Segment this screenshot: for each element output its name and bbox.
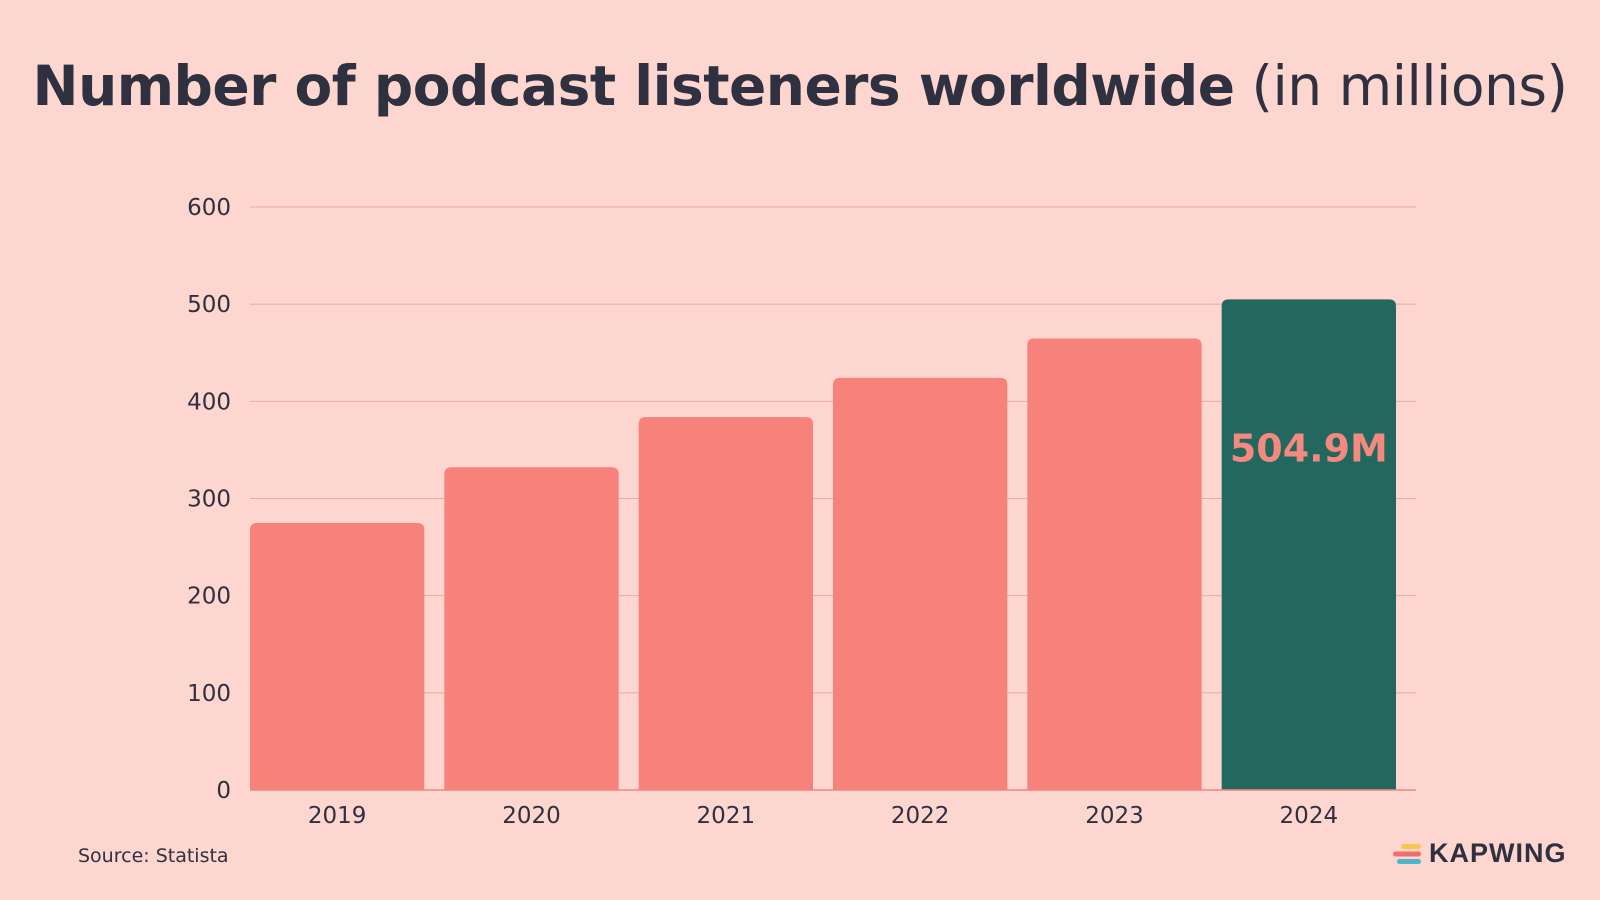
- brand-name: KAPWING: [1429, 838, 1567, 868]
- bar-2020: [444, 467, 619, 790]
- x-tick-label: 2024: [1280, 803, 1339, 829]
- x-tick-label: 2019: [308, 803, 367, 829]
- source-note: Source: Statista: [78, 845, 229, 867]
- bar-2022: [833, 377, 1008, 790]
- chart-title: Number of podcast listeners worldwide (i…: [0, 54, 1600, 118]
- data-label: 504.9M: [1230, 426, 1388, 470]
- bar-2021: [638, 417, 813, 790]
- kapwing-logo-icon: [1393, 843, 1421, 864]
- x-tick-label: 2021: [697, 803, 756, 829]
- x-tick-label: 2022: [891, 803, 950, 829]
- y-tick-label: 300: [187, 487, 231, 513]
- y-tick-label: 100: [187, 681, 231, 707]
- y-tick-label: 500: [187, 292, 231, 318]
- y-tick-label: 600: [187, 195, 231, 221]
- chart-title-main: Number of podcast listeners worldwide: [32, 54, 1236, 118]
- y-tick-label: 0: [216, 778, 231, 804]
- x-tick-label: 2020: [502, 803, 561, 829]
- x-tick-label: 2023: [1085, 803, 1144, 829]
- bar-2023: [1027, 338, 1202, 790]
- y-tick-label: 200: [187, 584, 231, 610]
- brand-logo: KAPWING: [1393, 838, 1567, 869]
- y-tick-label: 400: [187, 389, 231, 415]
- bar-2019: [250, 522, 425, 790]
- chart-title-unit: (in millions): [1251, 54, 1568, 118]
- bar-2024: [1221, 299, 1396, 790]
